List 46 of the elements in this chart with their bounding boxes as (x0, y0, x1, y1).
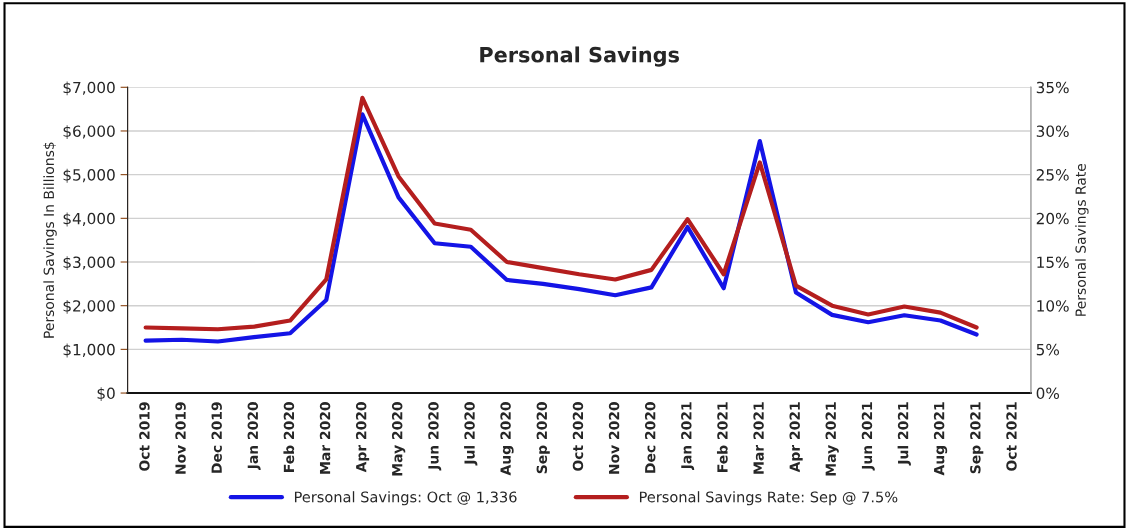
y2-tick-label: 15% (1037, 256, 1069, 269)
x-tick-label: Jun 2020 (428, 402, 442, 471)
x-tick-label: Jul 2021 (897, 402, 911, 466)
x-tick-label: Sep 2021 (970, 402, 984, 474)
y-tick-label: $2,000 (63, 299, 115, 314)
x-tick-label: Apr 2021 (789, 402, 803, 473)
x-tick-label: May 2020 (391, 402, 406, 476)
y-tick-label: $0 (97, 387, 115, 402)
x-tick-label: Nov 2020 (608, 402, 620, 474)
x-tick-label: Jan 2021 (681, 402, 695, 471)
y2-axis-title: Personal Savings Rate (1075, 163, 1089, 316)
x-tick-label: Aug 2020 (500, 402, 514, 476)
legend-label: Personal Savings Rate: Sep @ 7.5% (639, 491, 898, 506)
x-tick-label: Feb 2021 (716, 402, 728, 472)
y2-tick-label: 0% (1036, 387, 1060, 400)
x-tick-label: Oct 2021 (1006, 402, 1017, 471)
x-tick-label: Jun 2021 (861, 402, 875, 471)
x-tick-label: Dec 2020 (644, 402, 656, 473)
y2-tick-label: 5% (1036, 343, 1060, 356)
y-tick-label: $7,000 (63, 81, 115, 96)
x-tick-label: Dec 2019 (211, 402, 222, 473)
y-tick-label: $1,000 (63, 343, 115, 358)
y2-tick-label: 20% (1036, 212, 1069, 225)
x-tick-label: Mar 2020 (319, 402, 331, 474)
x-tick-label: Jan 2020 (247, 402, 261, 471)
y-tick-label: $4,000 (63, 212, 115, 227)
x-tick-label: Aug 2021 (933, 402, 948, 476)
x-tick-label: Oct 2019 (139, 402, 150, 471)
x-tick-label: Apr 2020 (355, 402, 370, 473)
y-tick-label: $6,000 (63, 125, 115, 140)
x-tick-label: Sep 2020 (536, 402, 550, 474)
y2-tick-label: 30% (1036, 125, 1069, 137)
chart-title: Personal Savings (480, 46, 679, 67)
y-axis-title: Personal Savings In Billions$ (43, 142, 57, 338)
y2-tick-label: 10% (1037, 300, 1069, 312)
y2-tick-label: 35% (1036, 81, 1069, 94)
x-tick-label: May 2021 (825, 402, 839, 476)
x-tick-label: Nov 2019 (175, 402, 186, 474)
x-tick-label: Feb 2020 (283, 402, 295, 472)
x-tick-label: Jul 2020 (464, 402, 478, 466)
x-tick-label: Oct 2020 (572, 402, 584, 471)
y-tick-label: $5,000 (63, 168, 115, 183)
legend-label: Personal Savings: Oct @ 1,336 (294, 491, 517, 506)
y-tick-label: $3,000 (63, 256, 115, 271)
x-tick-label: Mar 2021 (753, 402, 764, 474)
y2-tick-label: 25% (1036, 169, 1069, 181)
